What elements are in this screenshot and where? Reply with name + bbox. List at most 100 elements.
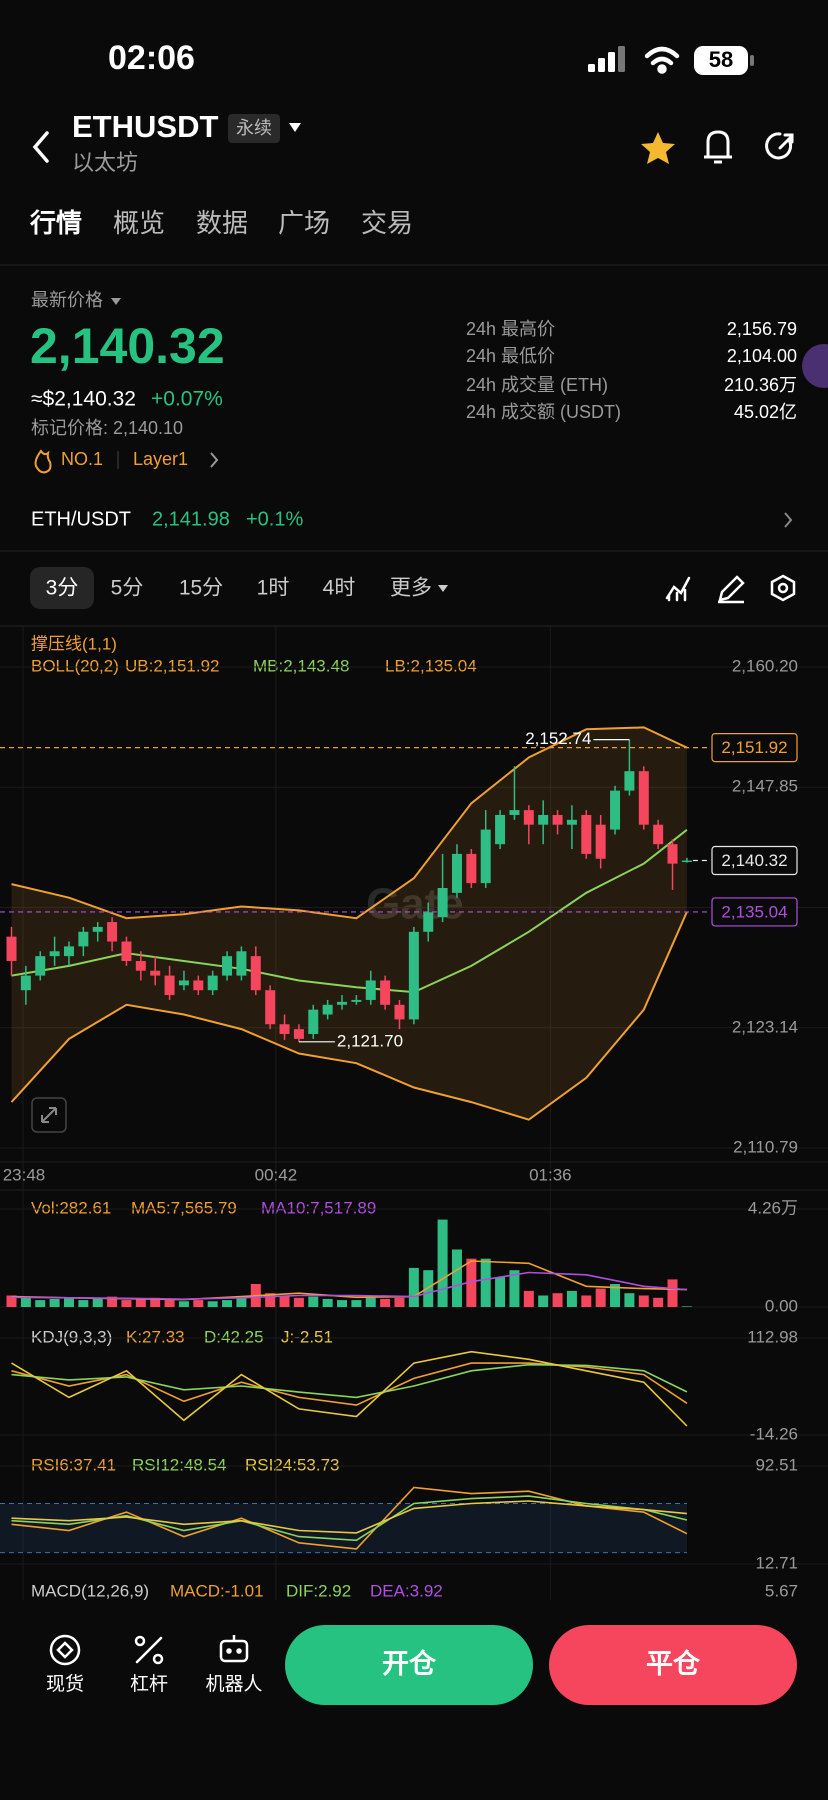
y-tick-label: 112.98 [747,1327,798,1346]
volume-bar [193,1300,204,1307]
volume-bar [222,1300,233,1307]
boll-title: BOLL(20,2) [31,656,119,675]
candle-body [351,999,362,1002]
price-tag [711,897,798,927]
macd-title: MACD(12,26,9) [31,1581,149,1600]
timeframe[interactable]: 15分 [179,577,223,600]
volume-title: Vol:282.61 [31,1198,111,1217]
y-tick-label: 12.71 [755,1553,798,1572]
price-tag-label: 2,151.92 [721,738,787,757]
draw-icon[interactable] [718,575,745,604]
y-tick-label: 0.00 [765,1296,798,1315]
timeframe[interactable]: 5分 [111,577,144,600]
action-tab[interactable]: 杠杆 [130,1673,168,1695]
tab[interactable]: 广场 [278,208,330,238]
candle-body [337,1001,348,1005]
price-dropdown[interactable] [111,298,121,305]
volume-bar [293,1297,304,1307]
volume-bar [667,1279,678,1307]
x-tick-label: 23:48 [3,1165,46,1184]
volume-bar [437,1219,448,1307]
candle-body [164,975,175,996]
floating-bubble[interactable] [802,344,828,388]
candle-body [466,853,477,884]
timeframe[interactable]: 更多 [390,577,432,600]
spot-icon[interactable] [49,1634,81,1666]
sector-tag[interactable]: Layer1 [133,449,188,469]
macd-dif: DIF:2.92 [286,1581,351,1600]
candle-body [35,956,46,976]
candle-body [480,829,491,884]
leverage-icon[interactable] [134,1635,164,1665]
settings-icon[interactable] [770,574,796,602]
action-tab[interactable]: 机器人 [205,1673,262,1695]
volume-bar [337,1300,348,1307]
timeframe[interactable]: 3分 [46,577,79,600]
y-tick-label: 4.26万 [748,1198,798,1217]
y-tick-label: 92.51 [755,1455,798,1474]
signal-icon [588,46,625,72]
candle-body [495,814,506,845]
candle-body [509,810,520,815]
fullscreen-button[interactable] [31,1097,67,1133]
candle-body [193,980,204,991]
back-button[interactable] [32,131,49,163]
tab[interactable]: 交易 [361,208,413,238]
candle-body [49,951,60,957]
volume-bar [451,1249,462,1307]
action-tab[interactable]: 现货 [46,1673,84,1695]
indicator-icon[interactable] [665,576,691,602]
volume-bar [107,1296,118,1307]
volume-bar [581,1295,592,1307]
more-dropdown[interactable] [438,585,448,592]
candle-body [653,824,664,845]
candle-body [408,931,419,1020]
price-tag-label: 2,140.32 [721,851,787,870]
rsi24: RSI24:53.73 [245,1455,340,1474]
volume-bar [236,1297,247,1307]
stat-value: 2,156.79 [727,319,797,339]
watermark: Gate [366,880,464,929]
rank-tag[interactable]: NO.1 [61,449,103,469]
timeframe[interactable]: 4时 [323,577,356,600]
extreme-label: 2,121.70 [337,1031,403,1050]
last-price: 2,140.32 [30,318,225,374]
candle-body [681,860,692,863]
indicator-line [11,1271,687,1301]
symbol-dropdown[interactable] [289,123,301,132]
candle-body [437,887,448,918]
badge-bg [228,114,280,143]
bot-icon[interactable] [219,1635,249,1663]
volume-bar [265,1293,276,1307]
candle-body [135,960,146,971]
candle-body [293,1029,304,1039]
boll-ub: UB:2,151.92 [125,656,220,675]
tab[interactable]: 概览 [113,208,165,238]
volume-bar [351,1300,362,1307]
tab[interactable]: 行情 [29,208,82,238]
favorite-star[interactable] [641,132,675,164]
close-label: 平仓 [646,1649,701,1679]
spot-pair[interactable]: ETH/USDT [31,508,131,530]
tab[interactable]: 数据 [196,208,248,238]
candle-body [581,814,592,854]
spot-chevron[interactable] [784,512,793,528]
candle-body [423,912,434,932]
boll-mb: MB:2,143.48 [253,656,349,675]
volume-bar [20,1297,31,1307]
timeframe[interactable]: 1时 [257,577,290,600]
open-button[interactable] [285,1625,533,1705]
boll-lb: LB:2,135.04 [385,656,477,675]
plot: 2,160.202,147.852,135.492,123.142,110.79… [0,626,828,1600]
share-icon[interactable] [765,132,794,160]
close-button[interactable] [549,1625,797,1705]
candle-body [20,975,31,991]
stat-label: 24h 最低价 [466,346,555,366]
indicator-line [11,1495,688,1542]
indicator-line [11,1350,688,1427]
candle-body [566,819,577,825]
alert-bell[interactable] [704,130,732,164]
candle-body [538,814,549,825]
badge: 永续 [236,118,272,138]
volume-bar [121,1300,132,1307]
